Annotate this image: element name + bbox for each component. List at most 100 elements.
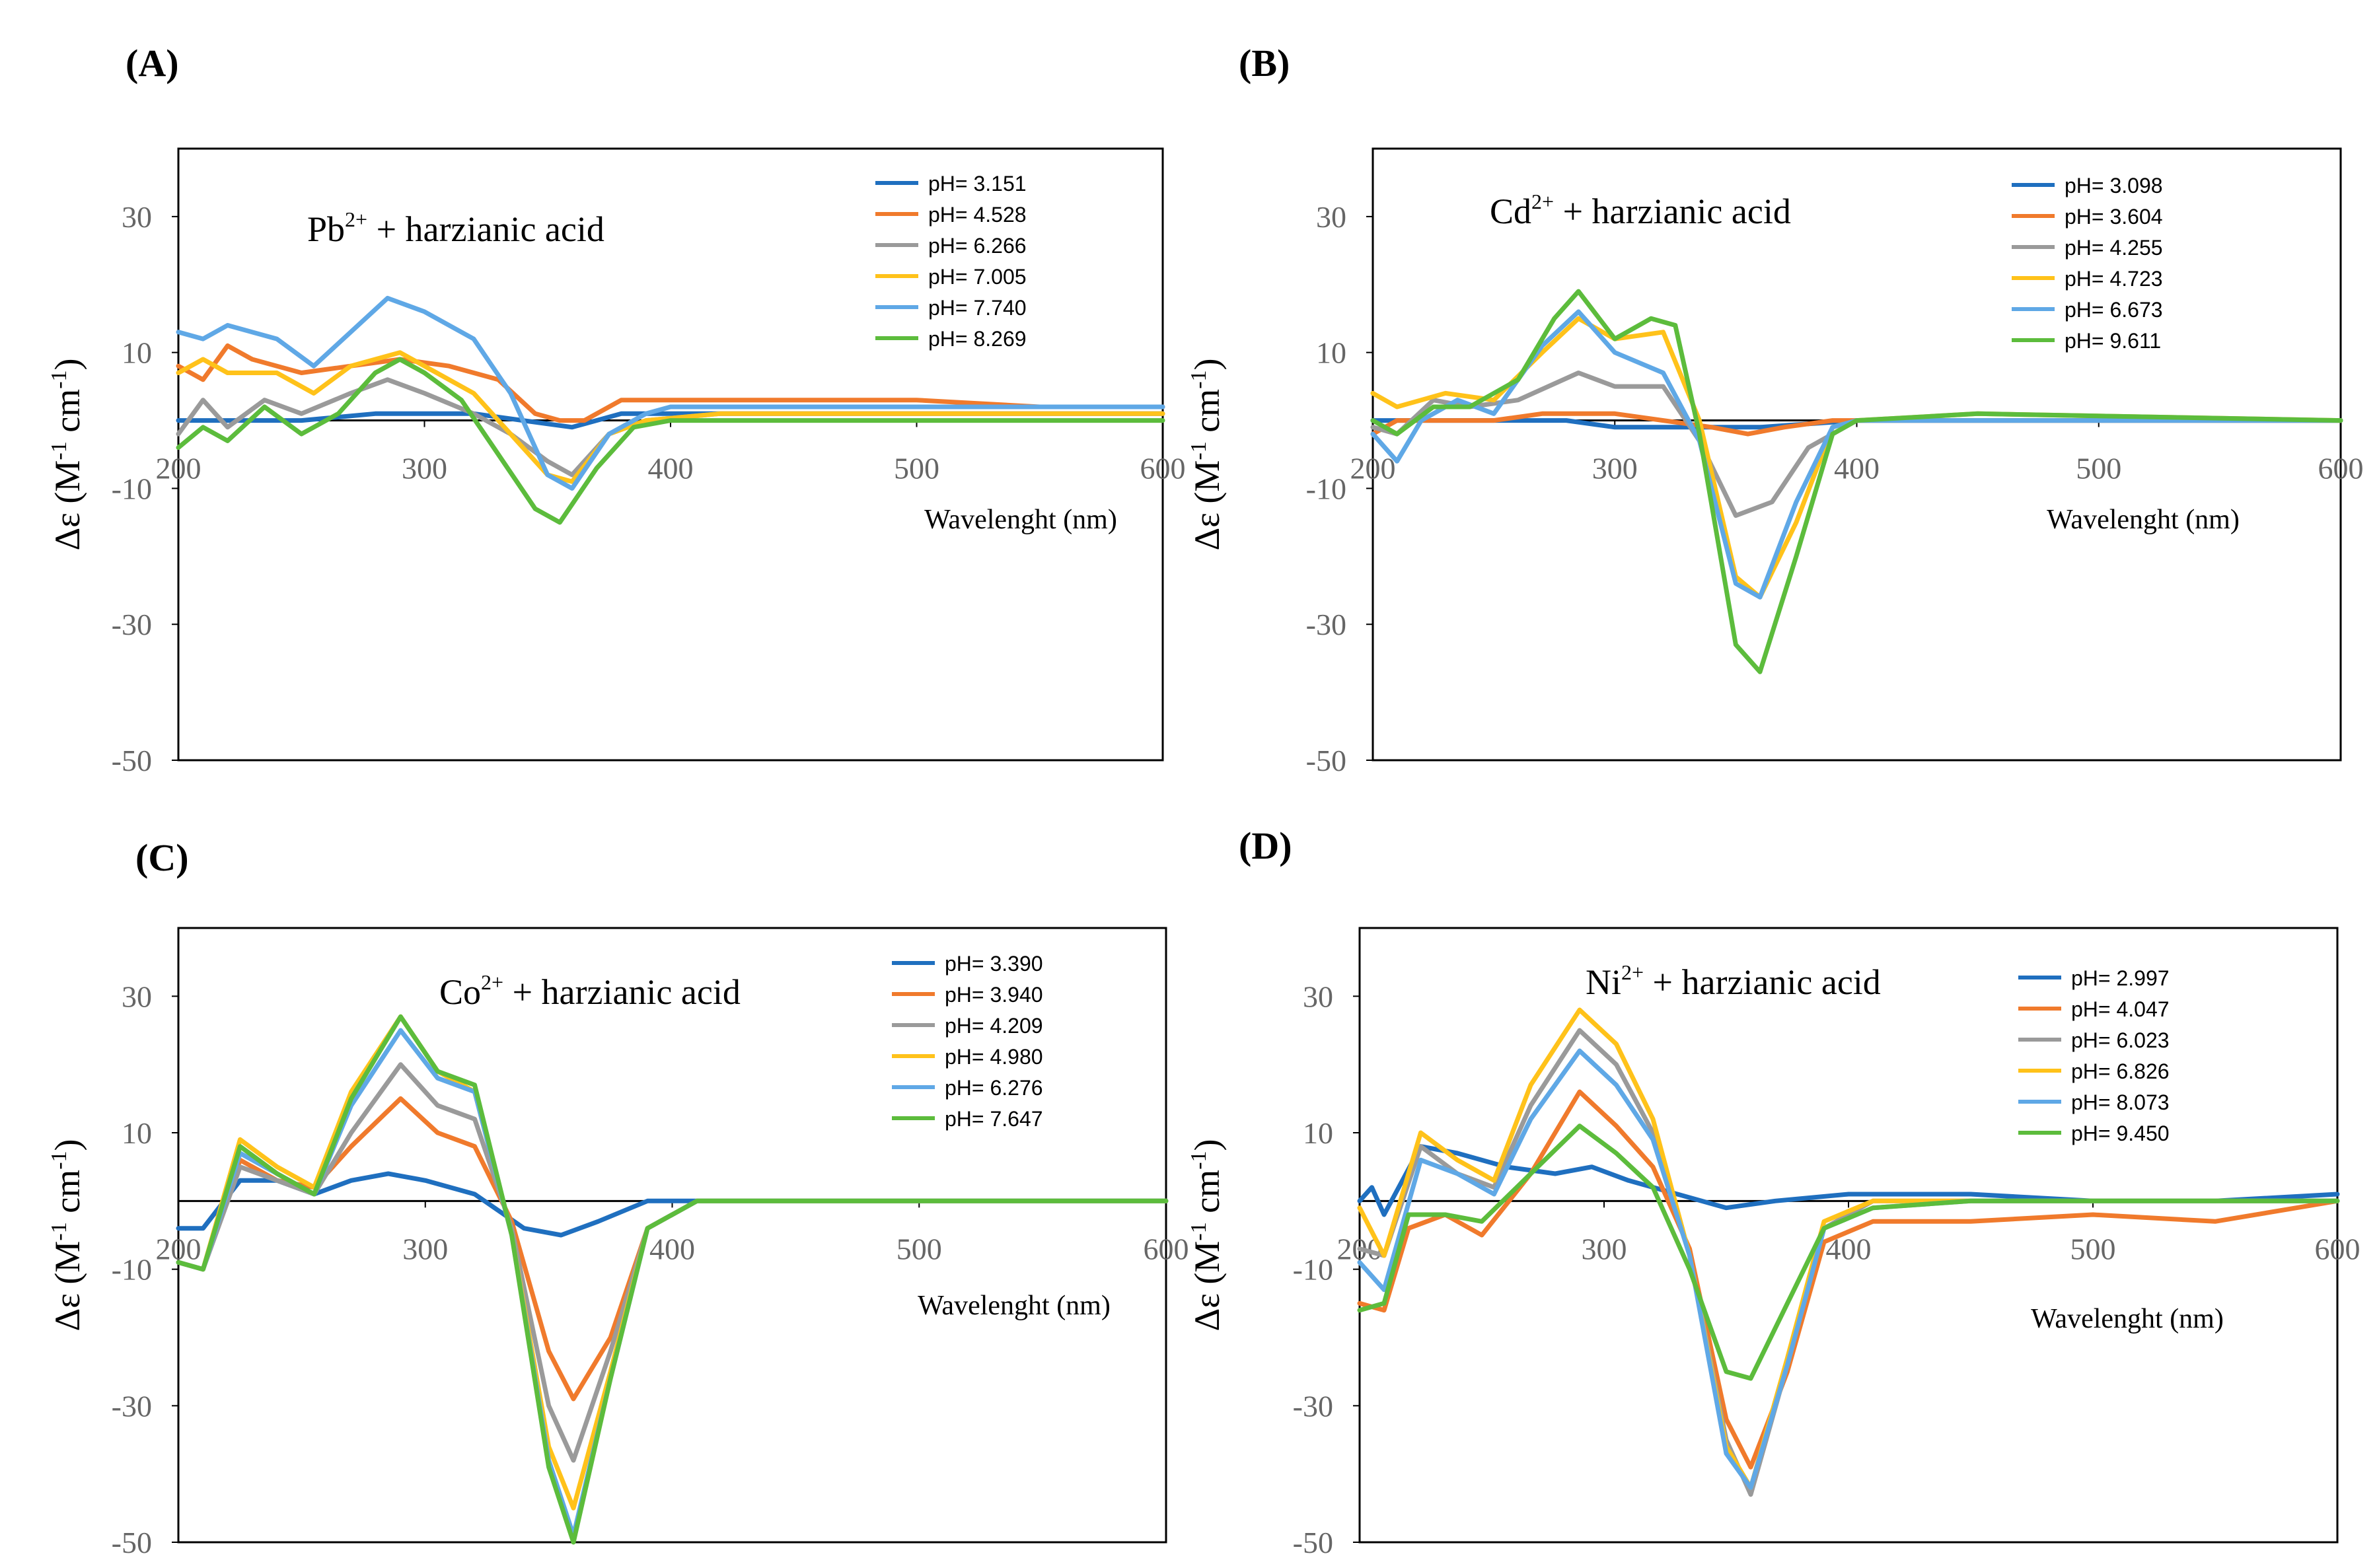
y-tick-label: 10 <box>122 336 152 370</box>
y-axis-label-exp: -1 <box>1187 1222 1211 1240</box>
legend-entry: pH= 2.997 <box>2071 966 2170 990</box>
x-tick-label: 500 <box>2076 452 2121 485</box>
x-tick-label: 300 <box>1592 452 1638 485</box>
x-tick-label: 500 <box>897 1232 942 1265</box>
y-tick-label: -10 <box>1306 472 1346 505</box>
annotation-ion: Ni <box>1586 962 1621 1002</box>
y-tick-label: -50 <box>1293 1526 1333 1559</box>
y-tick-label: 30 <box>122 980 152 1013</box>
legend-entry: pH= 6.826 <box>2071 1059 2170 1083</box>
plot-frame <box>1358 927 2339 1544</box>
legend-entry: pH= 6.266 <box>928 234 1027 258</box>
x-tick-label: 500 <box>894 452 939 485</box>
chart-panel-2: (B) 30 10 -10 -30 -50 200 300 400 500 600 Wavelengh… <box>1187 42 2364 777</box>
annotation-ion: Co <box>439 972 481 1012</box>
legend-entry: pH= 3.098 <box>2065 174 2163 197</box>
legend-entry: pH= 3.151 <box>928 172 1027 196</box>
y-axis-label-exp: -1 <box>47 1151 71 1169</box>
y-axis-label-exp: -1 <box>1187 1151 1211 1169</box>
chart-annotation: Co2+ + harzianic acid <box>439 970 741 1012</box>
y-tick-label: -10 <box>1293 1253 1333 1287</box>
x-axis-label: Wavelenght (nm) <box>918 1291 1111 1321</box>
legend-entry: pH= 9.611 <box>2065 329 2161 353</box>
annotation-charge: 2+ <box>481 970 503 994</box>
panel-label: (C) <box>135 836 189 879</box>
legend-entry: pH= 8.073 <box>2071 1090 2170 1114</box>
x-tick-label: 600 <box>1144 1232 1189 1265</box>
panel-label: (D) <box>1239 824 1292 867</box>
annotation-text: + harzianic acid <box>503 972 741 1012</box>
y-tick-label: -30 <box>1293 1389 1333 1423</box>
x-axis-label: Wavelenght (nm) <box>2031 1304 2224 1334</box>
plot-frame <box>177 927 1167 1544</box>
series-line <box>176 1171 1169 1238</box>
legend-entry: pH= 4.047 <box>2071 997 2170 1021</box>
annotation-text: + harzianic acid <box>1644 962 1881 1002</box>
series-line <box>176 1028 1169 1538</box>
series-line <box>1357 1123 2340 1381</box>
y-tick-label: -10 <box>112 472 152 505</box>
x-axis-label: Wavelenght (nm) <box>2047 505 2240 535</box>
y-tick-label: -30 <box>112 1389 152 1423</box>
panel-label: (B) <box>1239 42 1290 85</box>
y-axis-label-part: cm <box>1187 389 1227 441</box>
plot-frame <box>1372 147 2342 762</box>
plot-frame <box>177 147 1164 762</box>
y-tick-label: 30 <box>122 200 152 234</box>
y-axis-label-part: ) <box>48 358 87 370</box>
legend-entry: pH= 4.255 <box>2065 236 2163 260</box>
legend-entry: pH= 9.450 <box>2071 1122 2170 1145</box>
y-tick-label: -50 <box>1306 744 1346 777</box>
legend-entry: pH= 8.269 <box>928 327 1027 351</box>
y-axis-label-part: cm <box>48 1170 87 1222</box>
x-tick-label: 600 <box>2318 452 2364 485</box>
y-tick-label: -10 <box>112 1253 152 1287</box>
legend: pH= 2.997 pH= 4.047 pH= 6.023 pH= 6.826 pH= … <box>2018 966 2170 1145</box>
y-tick-label: -50 <box>112 1526 152 1559</box>
y-axis-label: Δε (M-1 cm-1) <box>47 358 87 550</box>
legend-entry: pH= 3.604 <box>2065 205 2163 229</box>
x-tick-label: 400 <box>1834 452 1880 485</box>
x-tick-label: 300 <box>402 452 447 485</box>
legend-entry: pH= 7.647 <box>945 1107 1043 1131</box>
chart-annotation: Cd2+ + harzianic acid <box>1490 190 1791 231</box>
legend-entry: pH= 7.005 <box>928 265 1027 289</box>
y-axis-label: Δε (M-1 cm-1) <box>1187 358 1227 550</box>
y-tick-label: 10 <box>122 1116 152 1150</box>
series-line <box>1357 1048 2340 1490</box>
annotation-text: + harzianic acid <box>367 209 604 249</box>
y-axis-label-part: ) <box>48 1139 87 1151</box>
y-axis-label-part: Δε (M <box>1187 460 1227 551</box>
y-tick-label: 10 <box>1316 336 1346 370</box>
legend-entry: pH= 3.940 <box>945 983 1043 1007</box>
y-axis-label-exp: -1 <box>1187 370 1211 388</box>
x-tick-label: 200 <box>1350 452 1396 485</box>
y-tick-label: -30 <box>112 608 152 641</box>
legend: pH= 3.151 pH= 4.528 pH= 6.266 pH= 7.005 pH= … <box>875 172 1027 351</box>
legend: pH= 3.390 pH= 3.940 pH= 4.209 pH= 4.980 pH= … <box>892 952 1043 1131</box>
y-axis-label-exp: -1 <box>47 370 71 388</box>
series-line <box>176 295 1165 491</box>
y-axis-label-exp: -1 <box>47 1222 71 1240</box>
y-tick-label: -30 <box>1306 608 1346 641</box>
annotation-text: + harzianic acid <box>1554 192 1791 231</box>
y-axis-label-part: ) <box>1187 358 1227 370</box>
series-line <box>1370 371 2343 518</box>
y-tick-label: 10 <box>1303 1116 1333 1150</box>
y-tick-label: 30 <box>1316 200 1346 234</box>
legend-entry: pH= 6.673 <box>2065 298 2163 322</box>
series-line <box>1370 289 2343 674</box>
y-tick-label: -50 <box>112 744 152 777</box>
y-axis-label-exp: -1 <box>47 441 71 460</box>
series-line <box>1357 1007 2340 1490</box>
y-axis-label-part: cm <box>1187 1170 1227 1222</box>
annotation-ion: Cd <box>1490 192 1531 231</box>
series-line <box>176 357 1165 525</box>
series-line <box>176 343 1165 423</box>
annotation-charge: 2+ <box>345 207 367 231</box>
x-tick-label: 600 <box>1140 452 1186 485</box>
